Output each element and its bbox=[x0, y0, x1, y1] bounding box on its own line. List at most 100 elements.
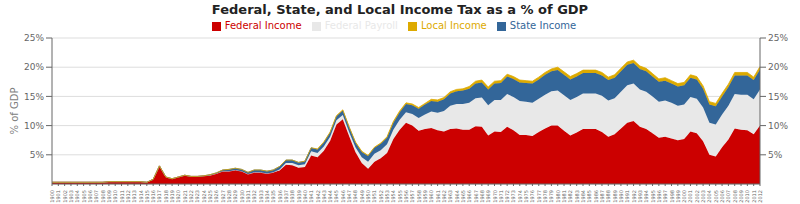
svg-text:1970: 1970 bbox=[492, 190, 498, 203]
svg-text:1907: 1907 bbox=[93, 190, 99, 203]
svg-text:1904: 1904 bbox=[74, 190, 80, 203]
svg-text:1986: 1986 bbox=[593, 190, 599, 203]
svg-text:1984: 1984 bbox=[580, 190, 586, 203]
svg-text:1913: 1913 bbox=[131, 190, 137, 203]
svg-text:1945: 1945 bbox=[333, 190, 339, 203]
svg-text:1919: 1919 bbox=[169, 190, 175, 203]
svg-text:1933: 1933 bbox=[258, 190, 264, 203]
svg-text:1973: 1973 bbox=[510, 190, 516, 203]
svg-text:1975: 1975 bbox=[523, 190, 529, 203]
svg-text:2007: 2007 bbox=[725, 190, 731, 203]
svg-text:1971: 1971 bbox=[498, 190, 504, 203]
svg-text:1969: 1969 bbox=[485, 190, 491, 203]
svg-text:10%: 10% bbox=[24, 121, 44, 131]
svg-text:1993: 1993 bbox=[637, 190, 643, 203]
svg-text:1929: 1929 bbox=[232, 190, 238, 203]
svg-text:1992: 1992 bbox=[631, 190, 637, 203]
svg-text:1946: 1946 bbox=[340, 190, 346, 203]
svg-text:1909: 1909 bbox=[106, 190, 112, 203]
svg-text:1949: 1949 bbox=[359, 190, 365, 203]
svg-text:1926: 1926 bbox=[213, 190, 219, 203]
svg-text:1921: 1921 bbox=[182, 190, 188, 203]
svg-text:1977: 1977 bbox=[536, 190, 542, 203]
svg-text:1988: 1988 bbox=[605, 190, 611, 203]
svg-text:1924: 1924 bbox=[201, 190, 207, 203]
svg-text:1941: 1941 bbox=[308, 190, 314, 203]
svg-text:% of GDP: % of GDP bbox=[9, 88, 20, 135]
svg-text:1990: 1990 bbox=[618, 190, 624, 203]
svg-text:1954: 1954 bbox=[390, 190, 396, 203]
svg-text:1967: 1967 bbox=[473, 190, 479, 203]
svg-text:2001: 2001 bbox=[687, 190, 693, 203]
svg-text:1905: 1905 bbox=[81, 190, 87, 203]
svg-text:2010: 2010 bbox=[744, 190, 750, 203]
svg-text:15%: 15% bbox=[24, 92, 44, 102]
svg-text:1989: 1989 bbox=[612, 190, 618, 203]
svg-text:2002: 2002 bbox=[694, 190, 700, 203]
svg-text:1957: 1957 bbox=[409, 190, 415, 203]
svg-text:1976: 1976 bbox=[529, 190, 535, 203]
svg-text:2006: 2006 bbox=[719, 190, 725, 203]
svg-text:1952: 1952 bbox=[378, 190, 384, 203]
svg-text:1932: 1932 bbox=[251, 190, 257, 203]
svg-text:10%: 10% bbox=[768, 121, 788, 131]
svg-text:1917: 1917 bbox=[156, 190, 162, 203]
svg-text:1938: 1938 bbox=[289, 190, 295, 203]
svg-text:1918: 1918 bbox=[163, 190, 169, 203]
svg-text:2000: 2000 bbox=[681, 190, 687, 203]
svg-text:15%: 15% bbox=[768, 92, 788, 102]
svg-text:1991: 1991 bbox=[624, 190, 630, 203]
svg-text:2004: 2004 bbox=[706, 190, 712, 203]
svg-text:1935: 1935 bbox=[270, 190, 276, 203]
svg-text:2005: 2005 bbox=[713, 190, 719, 203]
svg-text:1959: 1959 bbox=[422, 190, 428, 203]
svg-text:1983: 1983 bbox=[574, 190, 580, 203]
svg-text:1902: 1902 bbox=[62, 190, 68, 203]
svg-text:1922: 1922 bbox=[188, 190, 194, 203]
svg-text:1997: 1997 bbox=[662, 190, 668, 203]
svg-text:1944: 1944 bbox=[327, 190, 333, 203]
svg-text:1955: 1955 bbox=[397, 190, 403, 203]
svg-text:2003: 2003 bbox=[700, 190, 706, 203]
svg-text:1963: 1963 bbox=[447, 190, 453, 203]
svg-text:25%: 25% bbox=[24, 33, 44, 43]
svg-text:1979: 1979 bbox=[548, 190, 554, 203]
svg-text:20%: 20% bbox=[24, 62, 44, 72]
svg-text:1996: 1996 bbox=[656, 190, 662, 203]
svg-text:5%: 5% bbox=[30, 150, 45, 160]
svg-text:1916: 1916 bbox=[150, 190, 156, 203]
svg-text:1911: 1911 bbox=[119, 190, 125, 203]
svg-text:2012: 2012 bbox=[757, 190, 763, 203]
svg-text:1994: 1994 bbox=[643, 190, 649, 203]
svg-text:1999: 1999 bbox=[675, 190, 681, 203]
svg-text:1958: 1958 bbox=[416, 190, 422, 203]
svg-text:1956: 1956 bbox=[403, 190, 409, 203]
svg-text:1937: 1937 bbox=[283, 190, 289, 203]
svg-text:1982: 1982 bbox=[567, 190, 573, 203]
svg-text:1927: 1927 bbox=[220, 190, 226, 203]
svg-text:1900: 1900 bbox=[49, 190, 55, 203]
svg-text:1908: 1908 bbox=[100, 190, 106, 203]
svg-text:1950: 1950 bbox=[365, 190, 371, 203]
svg-text:1974: 1974 bbox=[517, 190, 523, 203]
svg-text:1920: 1920 bbox=[175, 190, 181, 203]
svg-text:2011: 2011 bbox=[751, 190, 757, 203]
svg-text:1948: 1948 bbox=[352, 190, 358, 203]
svg-text:2008: 2008 bbox=[732, 190, 738, 203]
svg-text:1987: 1987 bbox=[599, 190, 605, 203]
svg-text:1965: 1965 bbox=[460, 190, 466, 203]
svg-text:1930: 1930 bbox=[239, 190, 245, 203]
svg-text:1981: 1981 bbox=[561, 190, 567, 203]
svg-text:5%: 5% bbox=[768, 150, 783, 160]
svg-text:1936: 1936 bbox=[277, 190, 283, 203]
svg-text:1972: 1972 bbox=[504, 190, 510, 203]
svg-text:1901: 1901 bbox=[55, 190, 61, 203]
svg-text:2009: 2009 bbox=[738, 190, 744, 203]
svg-text:1995: 1995 bbox=[650, 190, 656, 203]
svg-text:1978: 1978 bbox=[542, 190, 548, 203]
svg-text:1951: 1951 bbox=[371, 190, 377, 203]
svg-text:1928: 1928 bbox=[226, 190, 232, 203]
svg-text:1923: 1923 bbox=[194, 190, 200, 203]
svg-text:1947: 1947 bbox=[346, 190, 352, 203]
svg-text:1998: 1998 bbox=[669, 190, 675, 203]
